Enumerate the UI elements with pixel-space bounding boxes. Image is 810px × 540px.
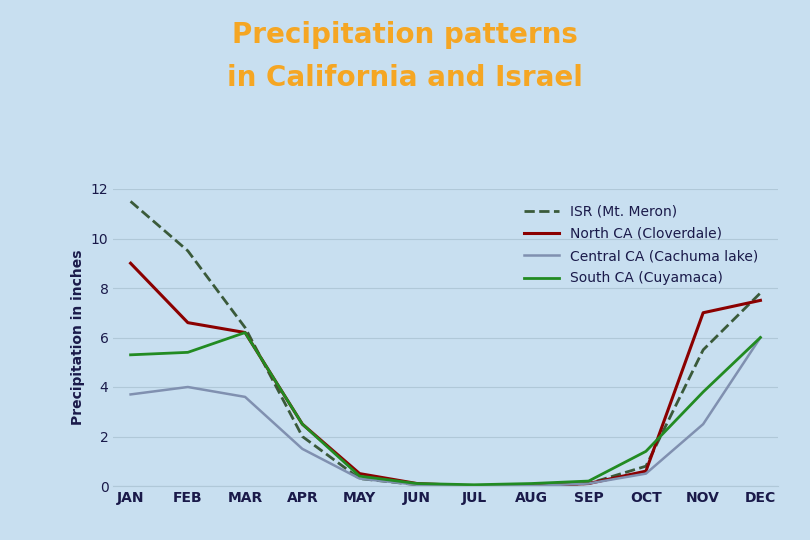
North CA (Cloverdale): [584, 480, 594, 487]
ISR (Mt. Meron): [584, 480, 594, 487]
Text: Precipitation patterns: Precipitation patterns: [232, 21, 578, 49]
South CA (Cuyamaca): [126, 352, 135, 358]
Line: ISR (Mt. Meron): ISR (Mt. Meron): [130, 201, 761, 486]
South CA (Cuyamaca): [526, 480, 536, 487]
Text: in California and Israel: in California and Israel: [227, 64, 583, 92]
ISR (Mt. Meron): [355, 475, 364, 482]
North CA (Cloverdale): [126, 260, 135, 266]
South CA (Cuyamaca): [641, 448, 650, 455]
Central CA (Cachuma lake): [297, 446, 307, 452]
Central CA (Cachuma lake): [526, 483, 536, 489]
South CA (Cuyamaca): [584, 478, 594, 484]
Central CA (Cachuma lake): [241, 394, 250, 400]
North CA (Cloverdale): [412, 480, 422, 487]
North CA (Cloverdale): [526, 483, 536, 489]
ISR (Mt. Meron): [698, 347, 708, 353]
South CA (Cuyamaca): [698, 389, 708, 395]
ISR (Mt. Meron): [183, 248, 193, 254]
South CA (Cuyamaca): [469, 482, 479, 488]
South CA (Cuyamaca): [355, 473, 364, 480]
Legend: ISR (Mt. Meron), North CA (Cloverdale), Central CA (Cachuma lake), South CA (Cuy: ISR (Mt. Meron), North CA (Cloverdale), …: [519, 199, 764, 291]
South CA (Cuyamaca): [412, 480, 422, 487]
ISR (Mt. Meron): [241, 325, 250, 331]
North CA (Cloverdale): [241, 329, 250, 336]
North CA (Cloverdale): [355, 470, 364, 477]
Central CA (Cachuma lake): [469, 483, 479, 489]
Central CA (Cachuma lake): [698, 421, 708, 427]
Central CA (Cachuma lake): [584, 480, 594, 487]
ISR (Mt. Meron): [469, 483, 479, 489]
Line: Central CA (Cachuma lake): Central CA (Cachuma lake): [130, 338, 761, 486]
North CA (Cloverdale): [469, 483, 479, 489]
North CA (Cloverdale): [183, 319, 193, 326]
Y-axis label: Precipitation in inches: Precipitation in inches: [71, 249, 85, 426]
ISR (Mt. Meron): [126, 198, 135, 205]
South CA (Cuyamaca): [183, 349, 193, 355]
North CA (Cloverdale): [297, 421, 307, 427]
North CA (Cloverdale): [698, 309, 708, 316]
North CA (Cloverdale): [756, 297, 765, 303]
ISR (Mt. Meron): [297, 433, 307, 440]
ISR (Mt. Meron): [641, 463, 650, 469]
Central CA (Cachuma lake): [355, 475, 364, 482]
South CA (Cuyamaca): [756, 334, 765, 341]
Central CA (Cachuma lake): [183, 384, 193, 390]
Line: North CA (Cloverdale): North CA (Cloverdale): [130, 263, 761, 486]
Line: South CA (Cuyamaca): South CA (Cuyamaca): [130, 333, 761, 485]
Central CA (Cachuma lake): [412, 482, 422, 488]
North CA (Cloverdale): [641, 468, 650, 475]
South CA (Cuyamaca): [241, 329, 250, 336]
Central CA (Cachuma lake): [641, 470, 650, 477]
ISR (Mt. Meron): [526, 483, 536, 489]
Central CA (Cachuma lake): [126, 391, 135, 397]
ISR (Mt. Meron): [756, 289, 765, 296]
Central CA (Cachuma lake): [756, 334, 765, 341]
ISR (Mt. Meron): [412, 482, 422, 488]
South CA (Cuyamaca): [297, 421, 307, 427]
